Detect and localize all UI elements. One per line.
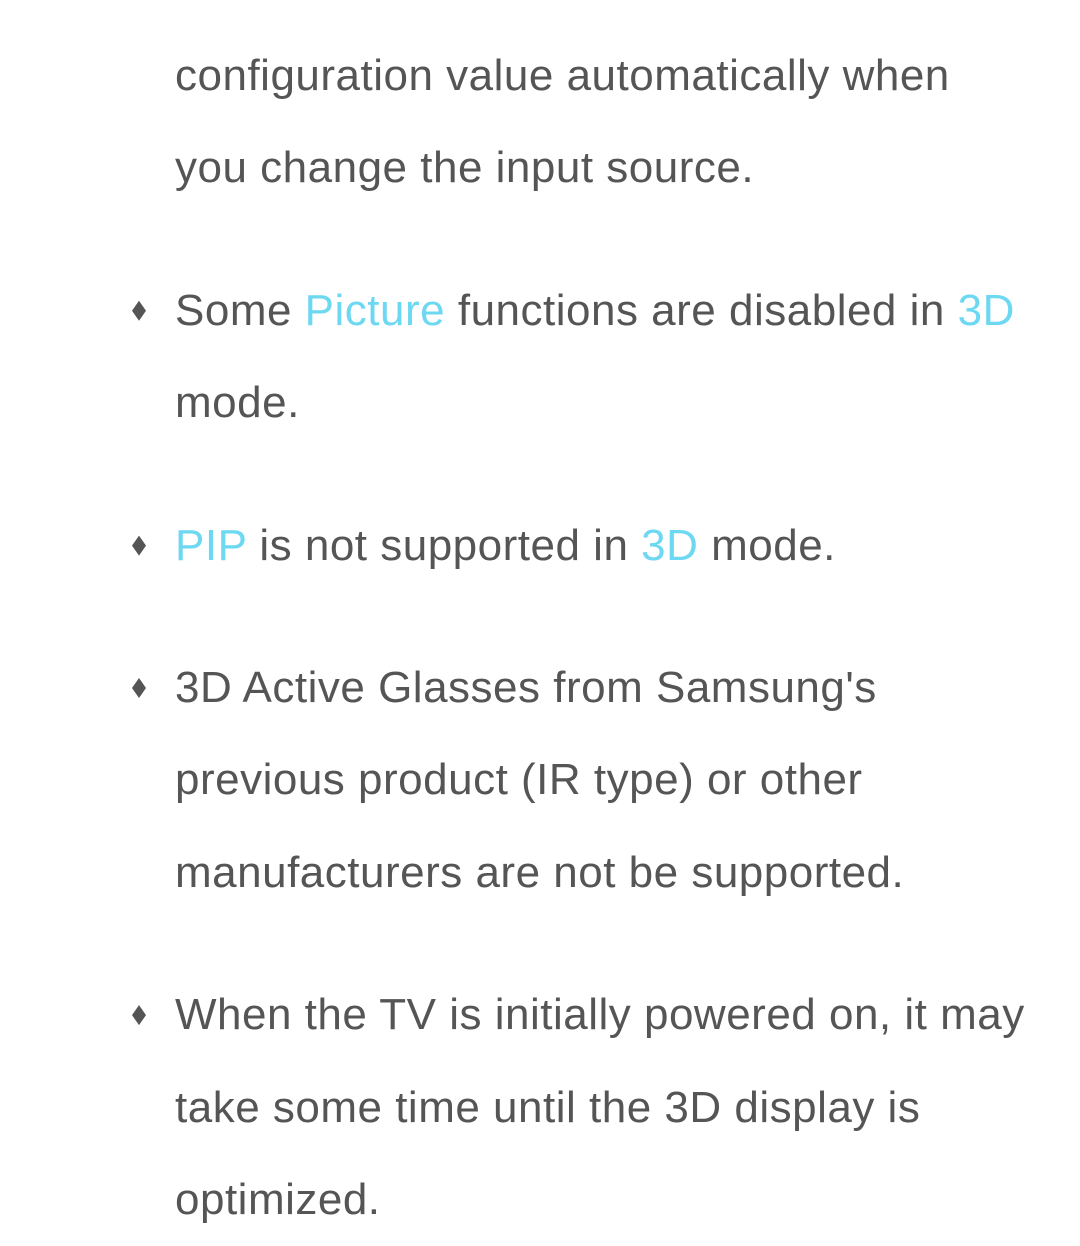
bullet-item-1: PIP is not supported in 3D mode.: [110, 500, 1030, 592]
body-text: 3D Active Glasses from Samsung's previou…: [175, 663, 904, 897]
highlighted-text: PIP: [175, 521, 247, 570]
bullet-item-2: 3D Active Glasses from Samsung's previou…: [110, 642, 1030, 919]
bullet-item-0: Some Picture functions are disabled in 3…: [110, 265, 1030, 450]
body-text: mode.: [175, 378, 300, 427]
highlighted-text: 3D: [958, 286, 1015, 335]
body-text: functions are disabled in: [445, 286, 957, 335]
body-text: mode.: [698, 521, 836, 570]
body-text: When the TV is initially powered on, it …: [175, 990, 1025, 1224]
highlighted-text: Picture: [305, 286, 445, 335]
body-text: is not supported in: [247, 521, 642, 570]
bullet-list: Some Picture functions are disabled in 3…: [110, 265, 1030, 1246]
bullet-item-3: When the TV is initially powered on, it …: [110, 969, 1030, 1246]
body-text: Some: [175, 286, 305, 335]
intro-paragraph: configuration value automatically when y…: [110, 30, 1030, 215]
highlighted-text: 3D: [641, 521, 698, 570]
